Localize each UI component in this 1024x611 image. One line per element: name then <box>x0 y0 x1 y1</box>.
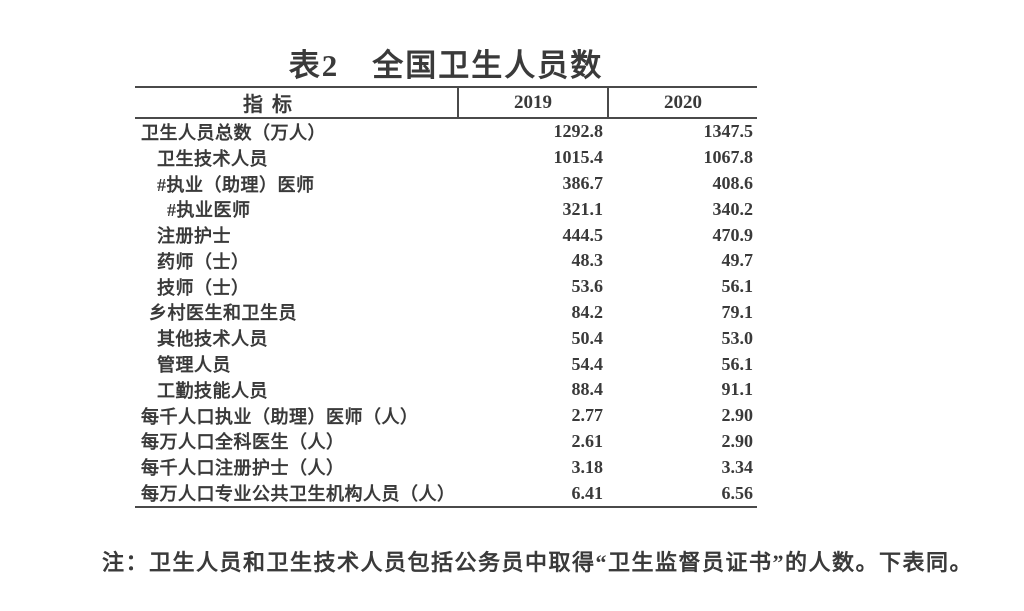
table-row: 每万人口全科医生（人） 2.61 2.90 <box>135 429 757 455</box>
row-value-2019: 84.2 <box>571 301 604 322</box>
row-indicator-label: 乡村医生和卫生员 <box>149 303 297 324</box>
row-indicator-label: 每千人口执业（助理）医师（人） <box>141 406 419 427</box>
row-value-2019: 386.7 <box>562 172 604 193</box>
row-indicator-label: 卫生技术人员 <box>157 148 268 169</box>
table-row: 技师（士） 53.6 56.1 <box>135 274 757 300</box>
row-value-2020: 56.1 <box>721 276 754 297</box>
row-value-2019: 88.4 <box>571 379 604 400</box>
header-indicator: 指 标 <box>243 94 294 116</box>
row-indicator-label: 管理人员 <box>157 355 231 376</box>
row-indicator-label: 卫生人员总数（万人） <box>141 122 326 143</box>
row-value-2020: 408.6 <box>712 172 754 193</box>
row-value-2019: 53.6 <box>571 276 604 297</box>
table-header-row: 指 标 2019 2020 <box>135 88 757 119</box>
row-value-2020: 2.90 <box>721 405 754 426</box>
table-row: 乡村医生和卫生员 84.2 79.1 <box>135 300 757 326</box>
table-title: 表2 全国卫生人员数 <box>288 48 604 83</box>
row-value-2020: 340.2 <box>712 198 754 219</box>
row-indicator-label: 工勤技能人员 <box>157 380 268 401</box>
row-value-2019: 321.1 <box>562 198 604 219</box>
row-value-2020: 1347.5 <box>703 121 754 142</box>
table-row: 管理人员 54.4 56.1 <box>135 351 757 377</box>
row-value-2019: 54.4 <box>571 353 604 374</box>
health-personnel-table: 指 标 2019 2020 卫生人员总数（万人） 1292.8 1347.5 卫生技术… <box>135 86 757 508</box>
row-value-2019: 2.77 <box>571 405 604 426</box>
row-indicator-label: 药师（士） <box>157 251 250 272</box>
row-value-2019: 6.41 <box>571 482 604 503</box>
row-indicator-label: 其他技术人员 <box>157 329 268 350</box>
table-row: 卫生人员总数（万人） 1292.8 1347.5 <box>135 119 757 145</box>
row-indicator-label: 每万人口专业公共卫生机构人员（人） <box>141 484 456 505</box>
table-row: 每千人口执业（助理）医师（人） 2.77 2.90 <box>135 403 757 429</box>
row-value-2020: 6.56 <box>721 482 754 503</box>
table-row: 工勤技能人员 88.4 91.1 <box>135 377 757 403</box>
table-row: 每万人口专业公共卫生机构人员（人） 6.41 6.56 <box>135 480 757 506</box>
row-value-2020: 79.1 <box>721 301 754 322</box>
row-value-2019: 1292.8 <box>553 121 604 142</box>
row-value-2020: 56.1 <box>721 353 754 374</box>
table-row: 其他技术人员 50.4 53.0 <box>135 325 757 351</box>
table-row: 药师（士） 48.3 49.7 <box>135 248 757 274</box>
row-value-2019: 50.4 <box>571 327 604 348</box>
row-indicator-label: #执业（助理）医师 <box>157 174 315 195</box>
table-body: 卫生人员总数（万人） 1292.8 1347.5 卫生技术人员 1015.4 1067.8… <box>135 119 757 506</box>
row-indicator-label: 技师（士） <box>157 277 250 298</box>
table-row: #执业医师 321.1 340.2 <box>135 196 757 222</box>
row-value-2020: 470.9 <box>712 224 754 245</box>
footnote: 注：卫生人员和卫生技术人员包括公务员中取得“卫生监督员证书”的人数。下表同。 <box>102 550 974 575</box>
row-value-2020: 1067.8 <box>703 147 754 168</box>
row-value-2019: 1015.4 <box>553 147 604 168</box>
table-row: 卫生技术人员 1015.4 1067.8 <box>135 145 757 171</box>
table-row: #执业（助理）医师 386.7 408.6 <box>135 171 757 197</box>
header-year-2019: 2019 <box>457 88 607 117</box>
row-value-2020: 2.90 <box>721 430 754 451</box>
row-value-2019: 444.5 <box>562 224 604 245</box>
row-indicator-label: 注册护士 <box>157 226 231 247</box>
row-value-2019: 48.3 <box>571 250 604 271</box>
table-row: 注册护士 444.5 470.9 <box>135 222 757 248</box>
row-indicator-label: 每千人口注册护士（人） <box>141 458 345 479</box>
row-value-2019: 3.18 <box>571 456 604 477</box>
row-indicator-label: #执业医师 <box>167 200 251 221</box>
row-value-2020: 49.7 <box>721 250 754 271</box>
table-row: 每千人口注册护士（人） 3.18 3.34 <box>135 454 757 480</box>
row-value-2020: 3.34 <box>721 456 754 477</box>
row-value-2020: 53.0 <box>721 327 754 348</box>
row-value-2019: 2.61 <box>571 430 604 451</box>
header-year-2020: 2020 <box>607 88 757 117</box>
row-value-2020: 91.1 <box>721 379 754 400</box>
row-indicator-label: 每万人口全科医生（人） <box>141 432 345 453</box>
